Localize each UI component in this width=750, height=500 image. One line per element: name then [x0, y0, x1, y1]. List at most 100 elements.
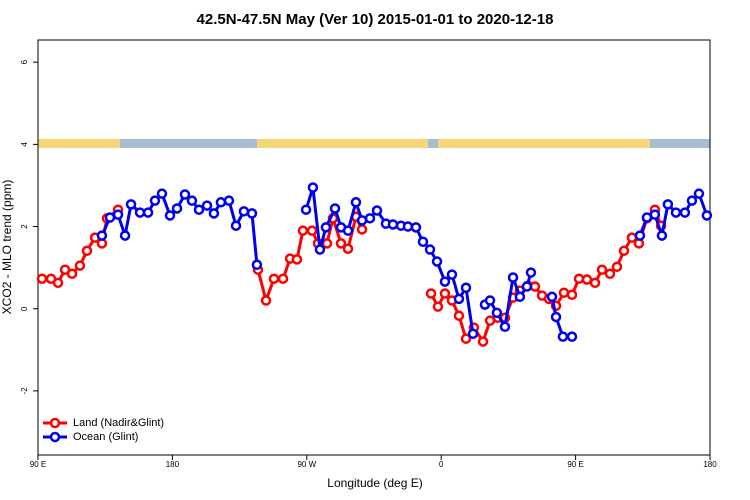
data-point — [142, 207, 154, 218]
data-point — [446, 269, 458, 280]
data-point — [251, 259, 263, 271]
data-point — [300, 204, 312, 215]
land-ocean-band — [38, 139, 710, 148]
data-point — [618, 245, 630, 257]
data-point — [215, 197, 227, 208]
data-point — [521, 281, 533, 292]
data-point — [119, 230, 131, 241]
data-point — [662, 199, 674, 210]
data-point — [260, 295, 272, 306]
data-point — [268, 273, 280, 284]
data-point — [670, 207, 682, 218]
legend-label: Ocean (Glint) — [73, 431, 138, 443]
chart-title: 42.5N-47.5N May (Ver 10) 2015-01-01 to 2… — [197, 11, 554, 28]
data-point — [350, 197, 362, 208]
y-axis-label: XCO2 - MLO trend (ppm) — [0, 180, 14, 315]
data-point — [306, 225, 318, 236]
data-point — [514, 291, 526, 303]
data-point — [460, 282, 472, 294]
legend-marker — [49, 417, 61, 429]
data-point — [467, 328, 479, 340]
data-point — [52, 277, 64, 289]
data-point — [193, 204, 205, 215]
data-point — [171, 203, 183, 214]
data-point — [693, 188, 705, 199]
y-tick-label: -2 — [20, 387, 29, 395]
y-tick-label: 0 — [20, 306, 29, 311]
data-point — [453, 293, 465, 305]
data-point — [701, 210, 713, 221]
data-point — [550, 311, 562, 323]
data-point — [66, 268, 78, 280]
data-point — [460, 333, 472, 344]
data-point — [410, 222, 422, 233]
data-point — [134, 207, 146, 218]
data-point — [491, 307, 503, 319]
y-tick-label: 6 — [20, 59, 29, 64]
data-point — [104, 212, 116, 223]
data-point — [223, 195, 235, 206]
data-point — [634, 230, 646, 241]
data-point — [649, 209, 661, 220]
data-point — [656, 230, 668, 241]
data-point — [230, 220, 242, 231]
y-tick-label: 4 — [20, 142, 29, 147]
data-point — [525, 267, 537, 278]
data-point — [179, 189, 191, 200]
x-tick-label: 90 E — [30, 460, 46, 469]
data-point — [291, 254, 303, 265]
plot-frame — [37, 39, 711, 456]
data-point — [201, 200, 213, 211]
data-point — [74, 260, 86, 271]
data-point — [112, 209, 124, 220]
data-point — [238, 206, 250, 217]
data-point — [125, 199, 137, 210]
data-point — [596, 264, 608, 275]
data-point — [566, 289, 578, 301]
data-point — [320, 222, 332, 233]
data-point — [566, 331, 578, 342]
data-point — [604, 268, 616, 280]
data-point — [314, 244, 326, 255]
data-point — [589, 277, 601, 289]
data-point — [96, 230, 108, 241]
data-point — [297, 225, 309, 236]
data-point — [581, 274, 593, 285]
data-point — [679, 207, 691, 218]
x-tick-label: 90 W — [297, 460, 316, 469]
data-point — [81, 245, 93, 257]
data-point — [387, 219, 399, 230]
data-point — [507, 272, 519, 283]
legend-marker — [49, 431, 61, 443]
data-point — [558, 287, 570, 298]
data-point — [425, 288, 437, 299]
x-tick-label: 90 E — [567, 460, 583, 469]
data-point — [432, 301, 444, 312]
data-point — [342, 243, 354, 254]
data-point — [402, 221, 414, 232]
data-point — [277, 273, 289, 284]
data-point — [439, 288, 451, 299]
data-point — [417, 236, 429, 247]
data-point — [364, 213, 376, 224]
data-point — [611, 261, 623, 273]
data-point — [424, 244, 436, 255]
data-point — [453, 310, 465, 321]
y-tick-label: 2 — [20, 224, 29, 229]
data-point — [356, 224, 368, 235]
data-point — [499, 321, 511, 333]
data-point — [342, 225, 354, 236]
data-point — [36, 273, 48, 284]
data-point — [546, 291, 558, 303]
data-point — [484, 295, 496, 306]
data-point — [529, 281, 541, 292]
x-axis-label: Longitude (deg E) — [327, 476, 422, 490]
data-point — [186, 195, 198, 206]
data-point — [307, 182, 319, 193]
data-point — [321, 238, 333, 249]
x-tick-label: 180 — [703, 460, 717, 469]
data-point — [477, 336, 489, 347]
x-tick-label: 180 — [166, 460, 180, 469]
data-point — [431, 256, 443, 267]
